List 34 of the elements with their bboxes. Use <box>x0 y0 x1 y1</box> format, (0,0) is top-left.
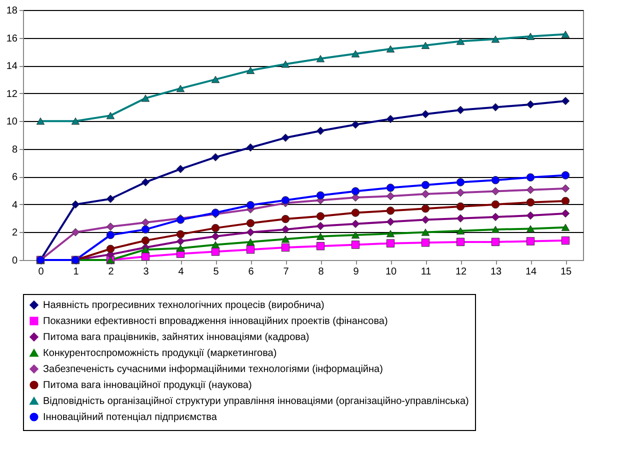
y-tick-label: 10 <box>6 116 18 128</box>
y-tick-label: 18 <box>6 6 18 16</box>
legend-label: Питома вага інноваційної продукції (наукова) <box>43 380 252 391</box>
y-tick-label: 16 <box>6 33 18 44</box>
x-tick-label: 0 <box>38 266 44 278</box>
x-tick-label: 12 <box>455 266 467 278</box>
x-tick-label: 5 <box>213 266 220 278</box>
legend-label: Відповідність організаційної структури управління інноваціями (організаційно-управлінська) <box>43 396 469 407</box>
legend-label: Питома вага працівників, зайнятих інноваціями (кадрова) <box>43 332 310 343</box>
legend-label: Наявність прогресивних технологічних процесів (виробнича) <box>43 300 324 311</box>
x-tick-label: 13 <box>490 266 502 278</box>
x-tick-label: 10 <box>385 266 397 278</box>
y-tick-label: 12 <box>6 88 18 100</box>
legend-label: Інноваційний потенціал підприємства <box>43 412 218 423</box>
y-tick-label: 14 <box>6 61 18 72</box>
legend-label: Конкурентоспроможність продукції (маркетингова) <box>43 348 277 359</box>
y-tick-label: 8 <box>12 144 18 156</box>
x-tick-label: 3 <box>143 266 150 278</box>
x-tick-label: 4 <box>178 266 184 278</box>
y-tick-label: 2 <box>12 228 18 239</box>
x-tick-label: 14 <box>525 266 537 278</box>
legend-label: Показники ефективності впровадження інноваційних проектів (фінансова) <box>43 316 388 327</box>
y-tick-label: 0 <box>12 256 18 266</box>
x-tick-label: 8 <box>318 266 324 278</box>
y-tick-label: 6 <box>12 172 18 184</box>
x-tick-label: 2 <box>108 266 114 278</box>
x-tick-label: 1 <box>73 266 80 278</box>
x-tick-label: 7 <box>283 266 290 278</box>
y-tick-label: 4 <box>12 200 18 211</box>
x-tick-label: 11 <box>420 266 432 278</box>
x-tick-label: 9 <box>353 266 360 278</box>
x-tick-label: 6 <box>248 266 254 278</box>
x-tick-label: 15 <box>560 266 572 278</box>
legend-label: Забезпеченість сучасними інформаційними технологіями (інформаційна) <box>43 364 383 375</box>
